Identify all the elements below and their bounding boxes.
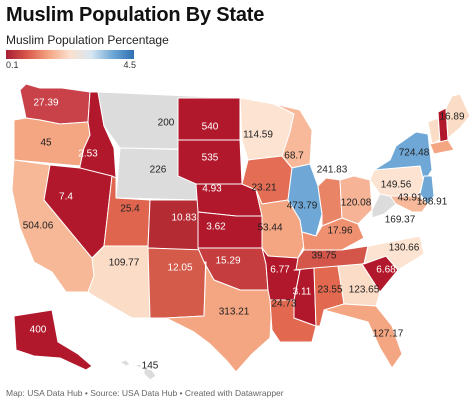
state-hi xyxy=(119,359,157,381)
map-subtitle: Muslim Population Percentage xyxy=(6,33,169,47)
state-label-ms: 3.11 xyxy=(293,287,312,298)
state-label-nj: 188.91 xyxy=(417,197,448,208)
state-label-va: 169.37 xyxy=(385,215,416,226)
state-label-ks: 3.62 xyxy=(206,222,226,233)
state-label-co: 10.83 xyxy=(171,213,196,224)
state-label-ut: 25.4 xyxy=(120,204,140,215)
state-label-oh: 120.08 xyxy=(341,198,372,209)
state-label-mo: 53.44 xyxy=(257,223,282,234)
state-in xyxy=(317,177,343,227)
state-label-mt: 200 xyxy=(158,118,175,129)
state-label-la: 24.73 xyxy=(271,299,296,310)
state-nj xyxy=(419,175,435,205)
map-title: Muslim Population By State xyxy=(6,4,265,26)
state-label-ia: 23.21 xyxy=(251,183,276,194)
state-label-id: 2.53 xyxy=(78,149,98,160)
state-label-ca: 504.06 xyxy=(23,221,54,232)
state-label-ok: 15.29 xyxy=(215,256,240,267)
state-label-ny: 724.48 xyxy=(399,148,430,159)
state-label-az: 109.77 xyxy=(109,258,140,269)
state-label-or: 45 xyxy=(40,138,52,149)
state-label-nd: 540 xyxy=(202,122,219,133)
state-label-nc: 130.66 xyxy=(389,243,420,254)
state-label-ar: 6.77 xyxy=(270,265,290,276)
state-fl xyxy=(323,303,403,369)
state-nd xyxy=(177,97,241,141)
legend-max-label: 4.5 xyxy=(123,60,136,70)
map-footer: Map: USA Data Hub • Source: USA Data Hub… xyxy=(6,388,284,398)
state-tx xyxy=(165,261,273,373)
state-label-ne: 4.93 xyxy=(202,184,222,195)
state-ga xyxy=(337,263,381,307)
state-label-ky: 39.75 xyxy=(311,251,336,262)
state-label-nv: 7.4 xyxy=(59,192,73,203)
legend-min-label: 0.1 xyxy=(6,60,19,70)
state-label-sd: 535 xyxy=(202,153,219,164)
state-label-wi: 68.7 xyxy=(284,151,304,162)
state-label-al: 23.55 xyxy=(317,285,342,296)
state-ak xyxy=(13,309,93,371)
state-ny xyxy=(373,131,433,183)
state-label-nm: 12.05 xyxy=(167,263,192,274)
state-label-wa: 27.39 xyxy=(33,98,58,109)
color-legend: 0.1 4.5 xyxy=(6,50,136,72)
state-label-ak: 400 xyxy=(30,325,47,336)
state-label-tn: 17.96 xyxy=(327,226,352,237)
state-nm xyxy=(147,247,207,319)
legend-labels: 0.1 4.5 xyxy=(6,60,136,72)
state-label-md: 43.91 xyxy=(397,193,422,204)
state-label-hi: 145 xyxy=(142,361,159,372)
state-label-ga: 123.65 xyxy=(349,285,380,296)
state-label-sc: 6.68 xyxy=(376,265,396,276)
state-label-pa: 149.56 xyxy=(381,180,412,191)
state-ma xyxy=(429,139,455,155)
state-me xyxy=(445,93,471,139)
state-label-me: 16.89 xyxy=(439,112,464,123)
state-label-mi: 241.83 xyxy=(317,165,348,176)
state-mi xyxy=(299,107,349,179)
state-label-tx: 313.21 xyxy=(219,307,250,318)
state-label-wy: 226 xyxy=(150,165,167,176)
state-label-fl: 127.17 xyxy=(373,329,404,340)
state-md xyxy=(389,195,429,213)
legend-gradient-bar xyxy=(6,50,134,59)
state-label-mn: 114.59 xyxy=(243,130,273,141)
state-label-il: 473.79 xyxy=(287,201,318,212)
